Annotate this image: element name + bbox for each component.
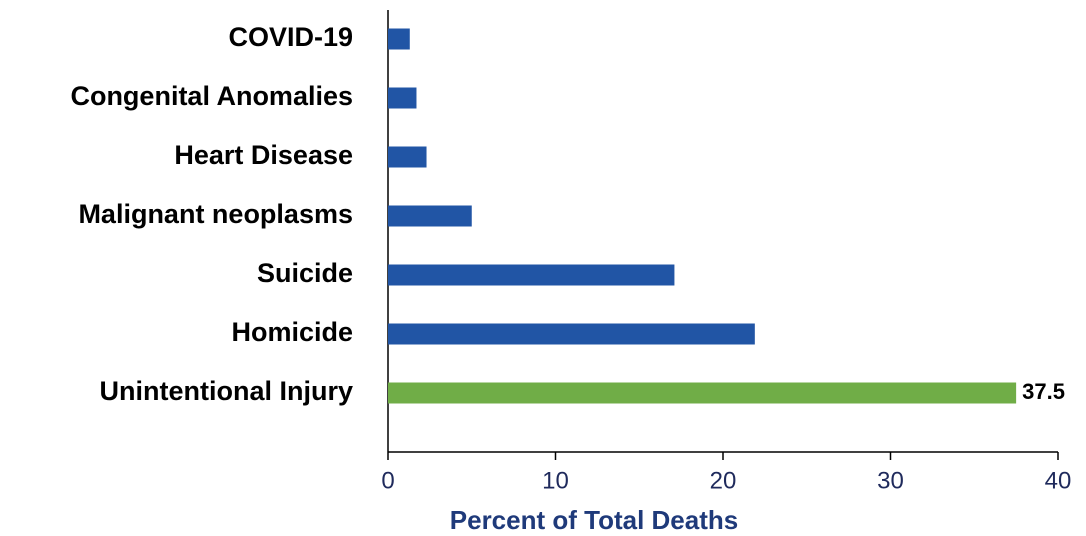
category-label: Suicide — [257, 258, 353, 288]
category-label: Homicide — [231, 317, 353, 347]
bar — [388, 205, 472, 227]
category-label: Unintentional Injury — [100, 376, 354, 406]
value-label: 37.5 — [1022, 379, 1065, 404]
category-label: Malignant neoplasms — [78, 199, 353, 229]
bar — [388, 28, 410, 50]
category-label: Heart Disease — [174, 140, 353, 170]
category-label: COVID-19 — [228, 22, 353, 52]
bar — [388, 87, 417, 109]
x-tick-label: 40 — [1045, 468, 1072, 495]
x-tick-label: 20 — [710, 468, 737, 495]
bar — [388, 382, 1017, 404]
x-tick-label: 0 — [381, 468, 394, 495]
x-tick-label: 30 — [877, 468, 904, 495]
bar — [388, 323, 755, 345]
x-tick-label: 10 — [542, 468, 569, 495]
category-label: Congenital Anomalies — [70, 81, 353, 111]
bar — [388, 146, 427, 168]
bar — [388, 264, 675, 286]
x-axis-title: Percent of Total Deaths — [450, 505, 738, 535]
